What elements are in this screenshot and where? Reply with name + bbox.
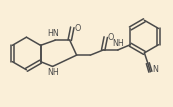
Text: HN: HN — [48, 29, 59, 38]
Text: NH: NH — [112, 39, 124, 48]
Text: O: O — [75, 24, 81, 33]
Text: O: O — [108, 33, 114, 42]
Text: N: N — [152, 65, 158, 74]
Text: NH: NH — [48, 68, 59, 77]
